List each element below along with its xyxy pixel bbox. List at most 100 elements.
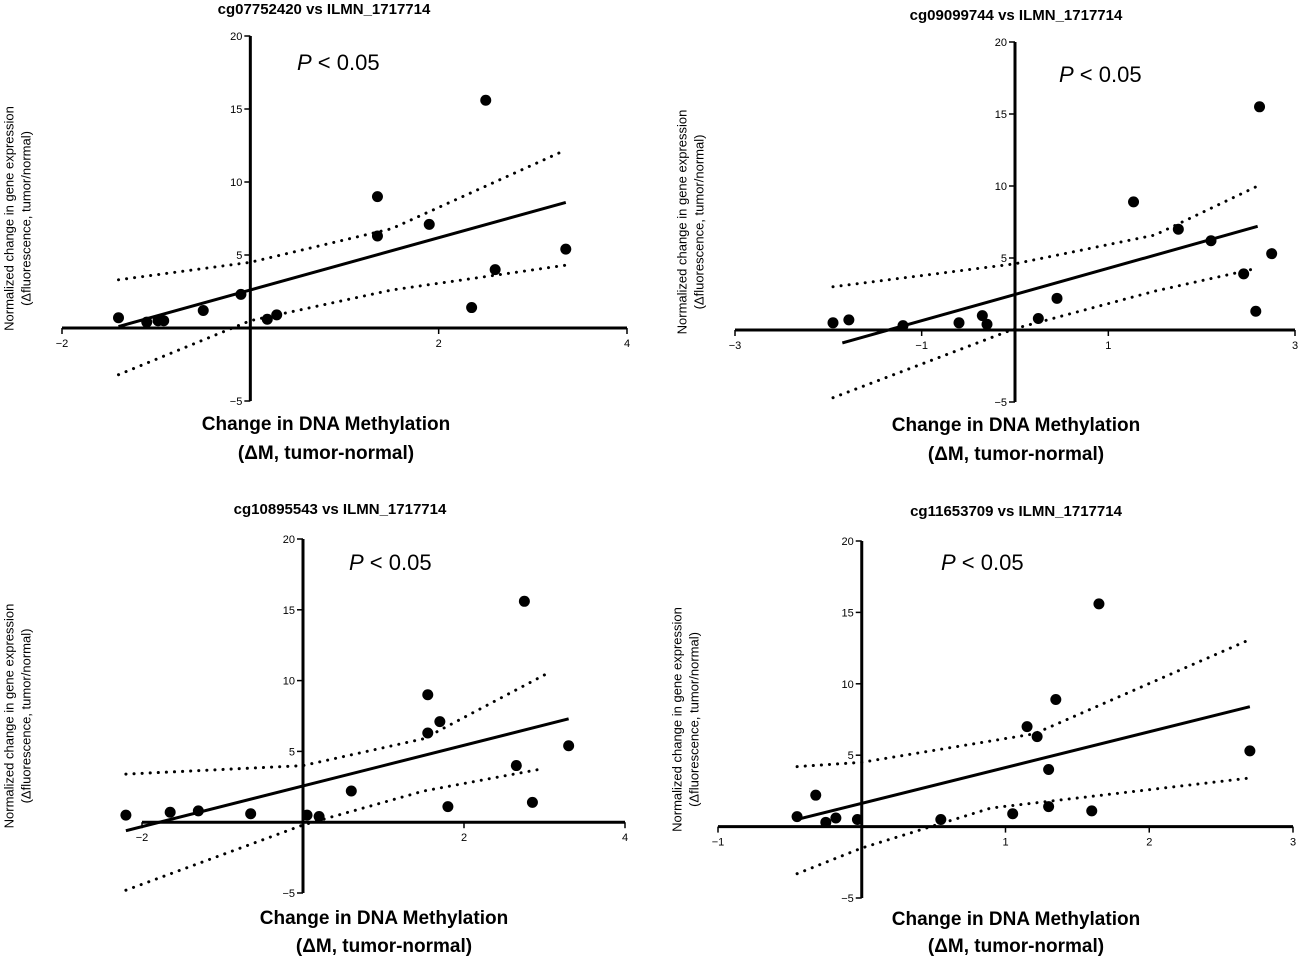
- y-tick-label: 10: [995, 181, 1007, 193]
- data-point: [371, 191, 383, 203]
- x-tick-label: 2: [436, 338, 442, 350]
- p-threshold: < 0.05: [1074, 62, 1142, 87]
- data-point: [810, 789, 822, 801]
- y-tick-label: −5: [282, 888, 295, 900]
- x-tick-label: −3: [729, 340, 742, 352]
- y-tick-label: 10: [230, 177, 242, 189]
- y-axis-label-sub: (Δfluorescence, tumor/normal): [18, 629, 33, 804]
- data-point: [1050, 694, 1062, 706]
- y-tick-label: −5: [994, 397, 1007, 409]
- ci-lower-band: [124, 766, 546, 892]
- data-point: [1007, 808, 1019, 820]
- p-symbol: P: [349, 550, 364, 575]
- chart-title: cg07752420 vs ILMN_1717714: [218, 1, 431, 18]
- x-tick-label: 3: [1290, 837, 1296, 849]
- data-point: [489, 264, 501, 276]
- data-point: [827, 317, 839, 329]
- data-point: [422, 689, 434, 701]
- data-point: [563, 740, 575, 752]
- data-point: [1051, 292, 1063, 304]
- data-point: [423, 218, 435, 230]
- data-point: [197, 304, 209, 316]
- data-point: [1032, 312, 1044, 324]
- chart-panel-2: cg09099744 vs ILMN_1717714 Normalized cha…: [674, 7, 1298, 465]
- data-point: [422, 727, 434, 739]
- data-point: [843, 314, 855, 326]
- ci-upper-band: [124, 673, 546, 776]
- data-point: [981, 318, 993, 330]
- x-tick-label: 1: [1002, 837, 1008, 849]
- data-point: [1238, 268, 1250, 280]
- x-axis-label-sub: (ΔM, tumor-normal): [928, 444, 1104, 465]
- ci-lower-band: [117, 263, 568, 377]
- data-point: [434, 716, 446, 728]
- y-axis-label-sub: (Δfluorescence, tumor/normal): [18, 131, 33, 306]
- data-point: [466, 302, 478, 314]
- data-point: [1250, 305, 1262, 317]
- x-tick-label: −2: [136, 832, 149, 844]
- data-point: [1128, 196, 1140, 208]
- y-axis-label: Normalized change in gene expression: [1, 604, 16, 829]
- p-value-annotation: P < 0.05: [349, 550, 432, 575]
- data-point: [791, 811, 803, 823]
- data-point: [1086, 805, 1098, 817]
- data-point: [935, 813, 947, 825]
- ci-upper-band: [831, 184, 1260, 289]
- data-point: [271, 309, 283, 321]
- x-axis-label: Change in DNA Methylation: [892, 909, 1140, 930]
- data-point: [510, 760, 522, 772]
- regression-line: [796, 705, 1251, 821]
- data-point: [158, 315, 170, 327]
- y-tick-label: −5: [841, 893, 854, 905]
- chart-title: cg10895543 vs ILMN_1717714: [234, 501, 447, 518]
- y-axis-label: Normalized change in gene expression: [674, 110, 689, 335]
- data-point: [442, 801, 454, 813]
- data-point: [1031, 731, 1043, 743]
- x-axis-label-sub: (ΔM, tumor-normal): [296, 936, 472, 957]
- chart-title: cg11653709 vs ILMN_1717714: [910, 503, 1122, 520]
- y-tick-label: 5: [289, 746, 295, 758]
- chart-panel-3: cg10895543 vs ILMN_1717714 Normalized cha…: [1, 501, 628, 957]
- chart-title: cg09099744 vs ILMN_1717714: [910, 7, 1123, 24]
- data-point: [261, 313, 273, 325]
- p-value-annotation: P < 0.05: [297, 50, 380, 75]
- x-axis-label: Change in DNA Methylation: [892, 415, 1140, 436]
- x-axis-label: Change in DNA Methylation: [260, 908, 508, 929]
- data-point: [1043, 763, 1055, 775]
- data-point: [1254, 101, 1266, 113]
- x-tick-label: −2: [56, 338, 69, 350]
- y-tick-label: 5: [848, 750, 854, 762]
- data-point: [313, 811, 325, 823]
- y-tick-label: 10: [842, 679, 854, 691]
- data-point: [164, 806, 176, 818]
- p-symbol: P: [1059, 62, 1074, 87]
- x-tick-label: −1: [712, 837, 725, 849]
- y-tick-label: 15: [995, 109, 1007, 121]
- y-axis-label-sub: (Δfluorescence, tumor/normal): [686, 632, 701, 807]
- data-point: [371, 230, 383, 242]
- x-tick-label: 1: [1105, 340, 1111, 352]
- data-point: [235, 288, 247, 300]
- regression-line: [841, 224, 1259, 345]
- y-axis-label-sub: (Δfluorescence, tumor/normal): [691, 135, 706, 310]
- y-tick-label: 15: [230, 104, 242, 116]
- y-tick-label: 20: [842, 536, 854, 548]
- y-tick-label: 15: [842, 607, 854, 619]
- ci-upper-band: [117, 148, 568, 282]
- data-point: [518, 595, 530, 607]
- data-point: [1021, 721, 1033, 733]
- data-point: [1266, 248, 1278, 260]
- data-point: [113, 312, 124, 324]
- data-point: [830, 812, 842, 824]
- x-tick-label: 4: [624, 338, 630, 350]
- x-tick-label: 4: [622, 832, 628, 844]
- ci-lower-band: [831, 266, 1260, 400]
- p-value-annotation: P < 0.05: [1059, 62, 1142, 87]
- x-axis-label-sub: (ΔM, tumor-normal): [238, 443, 414, 464]
- chart-panel-1: cg07752420 vs ILMN_1717714 Normalized cha…: [1, 1, 630, 464]
- p-value-annotation: P < 0.05: [941, 550, 1024, 575]
- data-point: [1043, 801, 1055, 813]
- p-threshold: < 0.05: [312, 50, 380, 75]
- data-point: [1093, 598, 1105, 610]
